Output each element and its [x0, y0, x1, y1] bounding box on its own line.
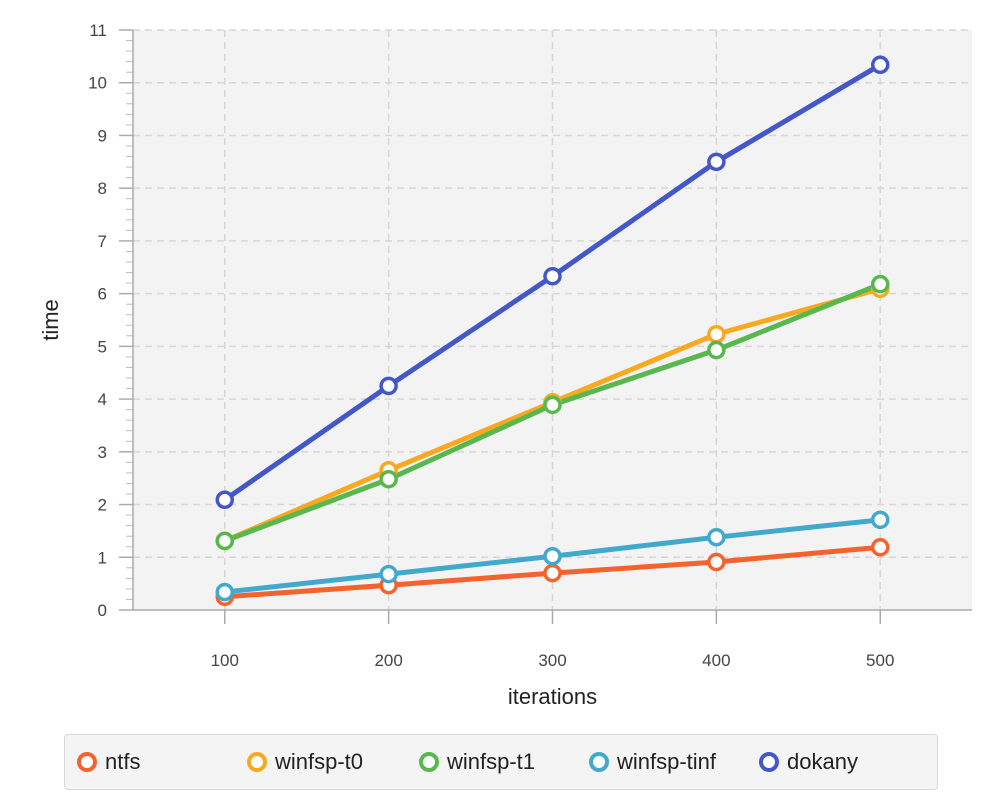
data-point-winfsp-tinf — [379, 564, 398, 584]
data-point-winfsp-t1 — [379, 469, 398, 489]
data-point-ntfs — [707, 552, 726, 572]
legend-label: winfsp-tinf — [617, 749, 717, 774]
data-point-winfsp-tinf — [215, 582, 235, 602]
legend-item-winfsp-tinf[interactable]: winfsp-tinf — [589, 749, 716, 775]
y-tick-label: 7 — [98, 232, 107, 251]
data-point-ntfs — [543, 563, 562, 583]
legend-marker-icon — [759, 752, 779, 772]
y-tick-label: 0 — [98, 601, 107, 620]
y-tick-label: 9 — [98, 126, 107, 145]
legend-marker-icon — [77, 752, 97, 772]
data-point-ntfs — [870, 538, 890, 557]
legend-marker-icon — [589, 752, 609, 772]
data-point-winfsp-t1 — [707, 340, 726, 360]
x-axis-label: iterations — [508, 684, 597, 709]
y-tick-label: 6 — [98, 285, 107, 304]
x-tick-label: 100 — [211, 651, 239, 670]
legend-item-winfsp-t0[interactable]: winfsp-t0 — [247, 749, 363, 775]
legend-item-winfsp-t1[interactable]: winfsp-t1 — [419, 749, 535, 775]
legend-label: ntfs — [105, 749, 141, 774]
data-point-winfsp-t0 — [707, 324, 726, 344]
data-point-dokany — [707, 152, 726, 172]
data-point-winfsp-t1 — [870, 274, 890, 294]
legend-label: winfsp-t0 — [275, 749, 364, 774]
y-tick-label: 8 — [98, 179, 107, 198]
data-point-dokany — [870, 55, 890, 75]
y-tick-label: 11 — [89, 21, 107, 40]
y-tick-label: 1 — [98, 548, 107, 567]
y-tick-label: 2 — [98, 496, 107, 515]
legend-item-ntfs[interactable]: ntfs — [77, 749, 140, 775]
x-tick-label: 500 — [866, 651, 894, 670]
line-chart: 0 1 2 3 4 5 6 7 8 9 10 11 100 200 300 400 500 iterations t… — [38, 21, 972, 709]
legend-label: dokany — [787, 749, 858, 774]
y-tick-label: 3 — [98, 443, 107, 462]
data-point-winfsp-t1 — [543, 395, 562, 415]
y-axis-label: time — [38, 299, 63, 341]
data-point-winfsp-tinf — [707, 527, 726, 547]
y-tick-label: 4 — [98, 390, 107, 409]
legend-label: winfsp-t1 — [447, 749, 536, 774]
legend-item-dokany[interactable]: dokany — [759, 749, 858, 775]
y-tick-label: 5 — [98, 337, 107, 356]
data-point-dokany — [543, 266, 562, 286]
legend: ntfs winfsp-t0 winfsp-t1 winfsp-tinf dokany — [64, 734, 938, 790]
data-point-winfsp-tinf — [870, 510, 890, 530]
data-point-dokany — [379, 376, 398, 396]
data-point-dokany — [215, 490, 235, 510]
x-tick-label: 400 — [702, 651, 730, 670]
data-point-winfsp-tinf — [543, 546, 562, 566]
y-tick-label: 10 — [88, 74, 107, 93]
data-point-winfsp-t1 — [215, 531, 235, 551]
legend-marker-icon — [419, 752, 439, 772]
x-tick-label: 200 — [374, 651, 402, 670]
legend-marker-icon — [247, 752, 267, 772]
x-tick-label: 300 — [538, 651, 566, 670]
